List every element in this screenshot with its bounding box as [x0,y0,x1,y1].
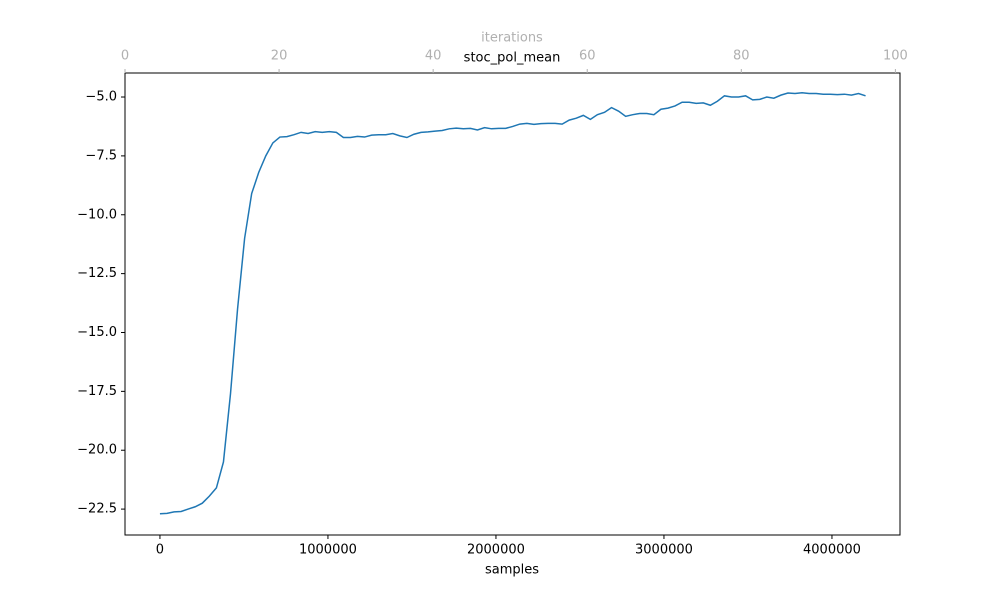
plot-frame [124,72,901,536]
y-tick-label: −17.5 [77,384,117,399]
x-axis-label: samples [485,563,539,578]
y-tick-label: −10.0 [77,207,117,222]
x2-axis-label: iterations [481,31,543,46]
x-tick-label: 0 [156,543,164,558]
x2-tick-label: 20 [271,49,288,64]
y-tick-label: −12.5 [77,266,117,281]
x-tick-label: 3000000 [635,543,693,558]
x2-tick-label: 60 [579,49,596,64]
x2-tick-label: 80 [733,49,750,64]
x2-tick-label: 0 [121,49,129,64]
y-tick-label: −5.0 [85,90,117,105]
x-tick-label: 1000000 [299,543,357,558]
x2-tick-label: 100 [883,49,908,64]
x2-tick-label: 40 [425,49,442,64]
chart-title: stoc_pol_mean [464,51,561,66]
y-tick-label: −20.0 [77,443,117,458]
y-tick-label: −15.0 [77,325,117,340]
y-tick-label: −22.5 [77,502,117,517]
y-tick-label: −7.5 [85,148,117,163]
x-tick-label: 4000000 [803,543,861,558]
x-tick-label: 2000000 [467,543,525,558]
line [159,92,866,515]
